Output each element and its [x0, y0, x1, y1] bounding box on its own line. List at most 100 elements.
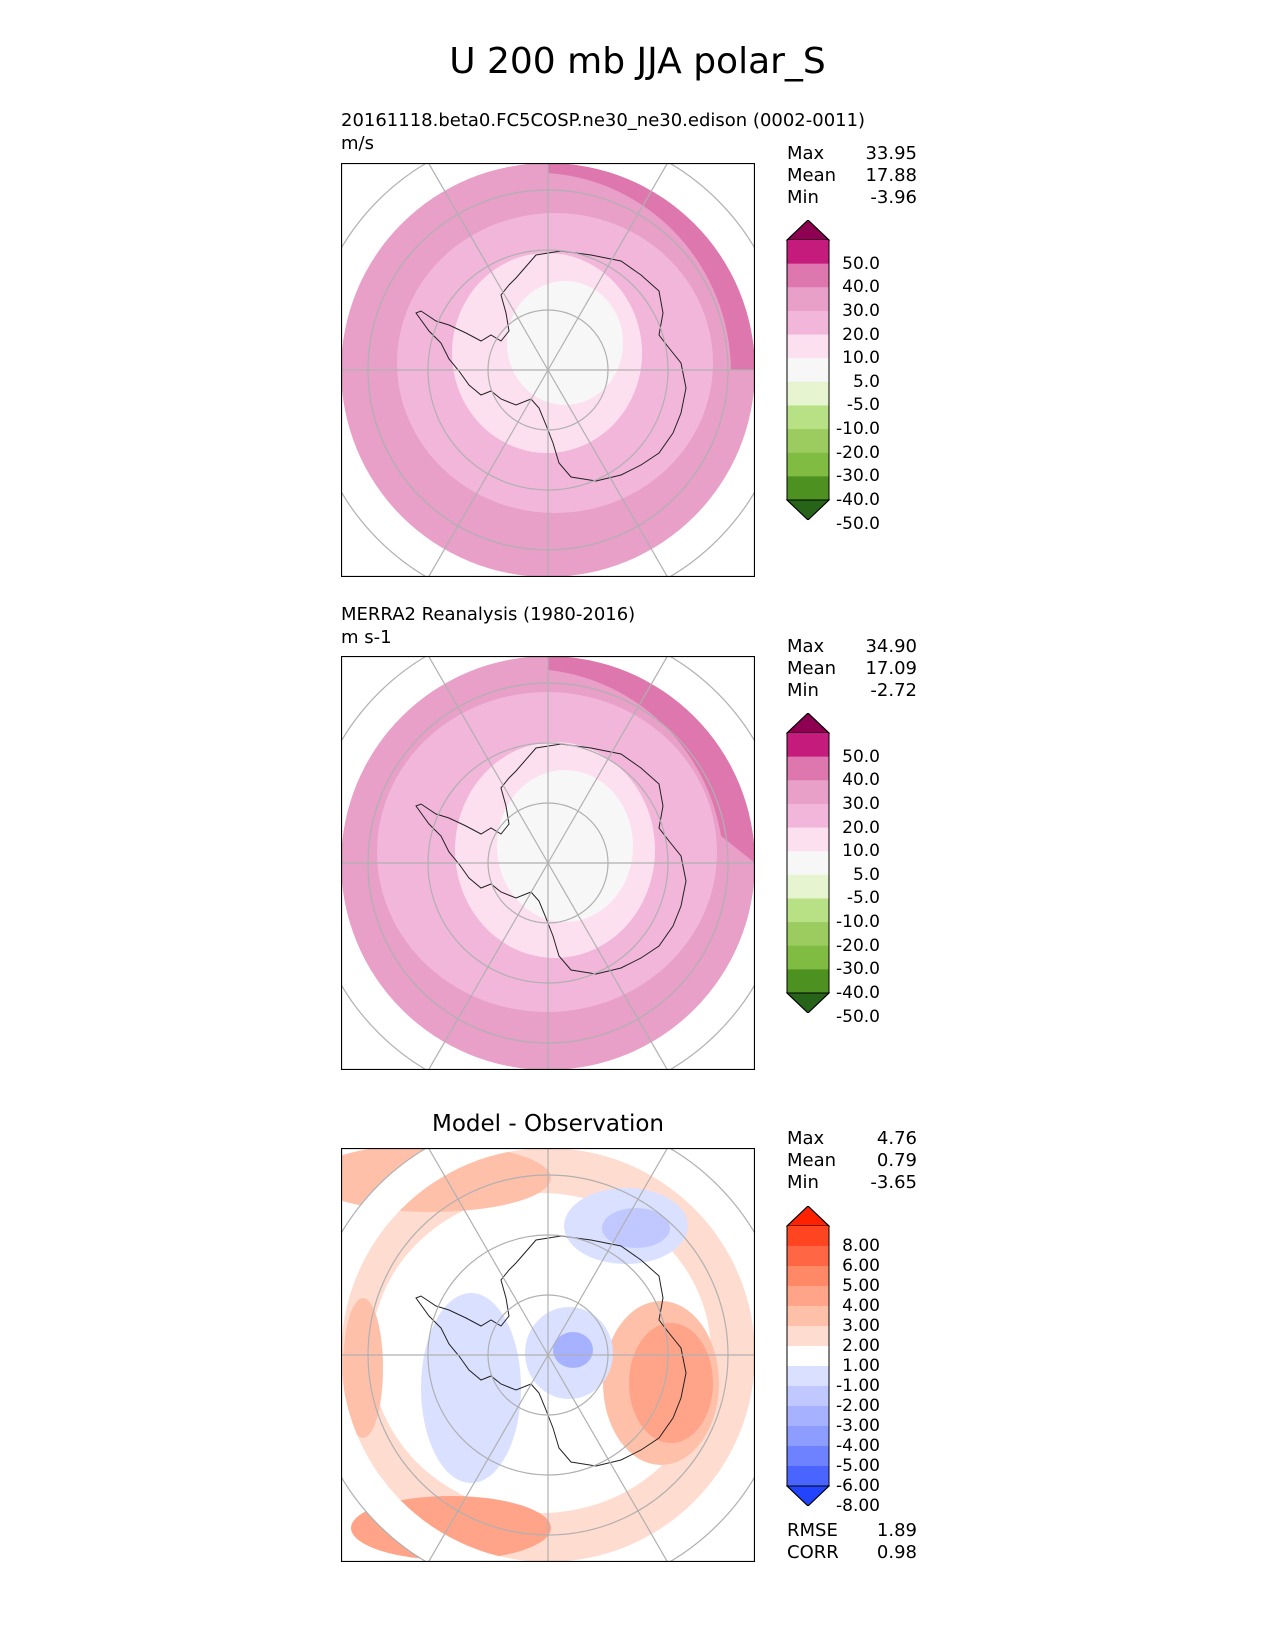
panel-2-colorbar	[785, 713, 831, 1013]
panel-1-colorbar	[785, 220, 831, 520]
stat-label: Max	[787, 1128, 825, 1149]
meridian-line	[427, 1354, 549, 1562]
colorbar-tick-label: -6.00	[836, 1476, 880, 1496]
map-frame	[341, 1148, 755, 1562]
meridian-line	[547, 862, 669, 1070]
map-outer-mask	[341, 163, 755, 577]
map-outer-mask	[341, 1148, 755, 1562]
stat-label: Min	[787, 680, 819, 701]
colorbar-segment	[787, 358, 829, 383]
colorbar-segment	[787, 1226, 829, 1247]
panel-3-map	[341, 1148, 755, 1562]
panel-1-units: m/s	[341, 133, 374, 154]
metric-label: CORR	[787, 1542, 839, 1563]
colorbar-segment	[787, 334, 829, 359]
colorbar-segment	[787, 780, 829, 805]
colorbar-tick-label: 20.0	[842, 324, 880, 345]
colorbar-tick-label: -4.00	[836, 1436, 880, 1456]
colorbar-segment	[787, 1426, 829, 1447]
map-outer-mask	[341, 656, 755, 1070]
colorbar-tick-label: -5.00	[836, 1456, 880, 1476]
colorbar-segment	[787, 898, 829, 923]
meridian-line	[547, 656, 669, 864]
colorbar-tick-label: 30.0	[842, 793, 880, 814]
map-field	[341, 656, 755, 1070]
panel-2-colorbar-labels: 50.0 40.0 30.0 20.0 10.0 5.0 -5.0 -10.0 -20.0 -30…	[820, 713, 880, 1027]
colorbar-tick-label: 50.0	[842, 746, 880, 767]
colorbar-segment	[787, 1306, 829, 1327]
panel-3-title: Model - Observation	[431, 1111, 665, 1137]
colorbar-segment	[787, 476, 829, 501]
colorbar-segment	[787, 756, 829, 781]
antarctica-coastline	[415, 1235, 687, 1467]
field-band-3-4-east	[629, 1323, 713, 1443]
colorbar-segment	[787, 1446, 829, 1467]
panel-3-colorbar-labels: 8.00 6.00 5.00 4.00 3.00 2.00 1.00 -1.00 -2.00 -3…	[820, 1206, 880, 1516]
field-band-neg2-neg3-north	[602, 1208, 670, 1248]
antarctica-coastline	[415, 743, 687, 975]
colorbar-tick-label: 3.00	[842, 1316, 880, 1336]
colorbar-segment	[787, 945, 829, 970]
stat-label: Max	[787, 143, 825, 164]
colorbar-tick-label: -2.00	[836, 1396, 880, 1416]
colorbar-segment	[787, 429, 829, 454]
colorbar-tick-label: 30.0	[842, 300, 880, 321]
colorbar-tick-label: 5.0	[852, 371, 880, 392]
meridian-line	[427, 656, 549, 864]
stat-value: 0.79	[876, 1150, 917, 1171]
colorbar-tick-label: 40.0	[842, 277, 880, 298]
colorbar-tick-label: 8.00	[842, 1236, 880, 1256]
panel-2-stats: Max 34.90 Mean 17.09 Min -2.72	[787, 636, 917, 702]
colorbar-segment	[787, 310, 829, 336]
colorbar-tick-label: 2.00	[842, 1336, 880, 1356]
colorbar-segment	[787, 1466, 829, 1487]
stat-label: Mean	[787, 165, 837, 186]
panel-2-map	[341, 656, 755, 1070]
metric-label: RMSE	[787, 1520, 838, 1541]
stat-label: Max	[787, 636, 825, 657]
colorbar-segment	[787, 922, 829, 947]
field-band-30-40	[548, 163, 755, 370]
antarctica-coastline	[415, 250, 687, 482]
colorbar-segment	[787, 287, 829, 312]
field-band-neg3-neg4-pole	[553, 1332, 593, 1368]
colorbar-segment	[787, 969, 829, 994]
panel-3-metrics: RMSE 1.89 CORR 0.98	[787, 1520, 917, 1564]
stat-label: Mean	[787, 658, 837, 679]
colorbar-segment	[787, 827, 829, 852]
stat-label: Min	[787, 187, 819, 208]
colorbar-tick-label: -5.0	[846, 395, 880, 416]
colorbar-tick-label: -1.00	[836, 1376, 880, 1396]
stat-value: -3.65	[870, 1172, 917, 1193]
colorbar-tick-label: -50.0	[836, 1006, 880, 1027]
colorbar-segment	[787, 1286, 829, 1307]
colorbar-outline	[786, 1206, 830, 1506]
colorbar-segment	[787, 874, 829, 899]
colorbar-tick-label: 1.00	[842, 1356, 880, 1376]
colorbar-tick-label: -8.00	[836, 1496, 880, 1516]
colorbar-tick-label: -3.00	[836, 1416, 880, 1436]
colorbar-segment	[787, 452, 829, 477]
colorbar-tick-label: -10.0	[836, 419, 880, 440]
stat-label: Min	[787, 1172, 819, 1193]
field-band-30-40	[548, 656, 755, 863]
field-band-near-zero	[507, 281, 623, 405]
colorbar-tick-label: 10.0	[842, 841, 880, 862]
panel-1-colorbar-labels: 50.0 40.0 30.0 20.0 10.0 5.0 -5.0 -10.0 -20.0 -30…	[820, 220, 880, 534]
colorbar-segment	[787, 405, 829, 430]
panel-2-title: MERRA2 Reanalysis (1980-2016)	[341, 604, 636, 625]
meridian-line	[547, 369, 669, 577]
colorbar-segment	[787, 1406, 829, 1427]
map-frame	[341, 656, 755, 1070]
metric-value: 1.89	[876, 1520, 917, 1541]
stat-value: 33.95	[865, 143, 917, 164]
map-field	[341, 1148, 755, 1562]
colorbar-outline	[786, 713, 830, 1013]
colorbar-segment	[787, 1366, 829, 1387]
map-field	[341, 163, 755, 577]
meridian-line	[547, 1354, 669, 1562]
panel-1-stats: Max 33.95 Mean 17.88 Min -3.96	[787, 143, 917, 209]
colorbar-tick-label: -50.0	[836, 513, 880, 534]
colorbar-segment	[787, 803, 829, 829]
meridian-line	[427, 163, 549, 371]
